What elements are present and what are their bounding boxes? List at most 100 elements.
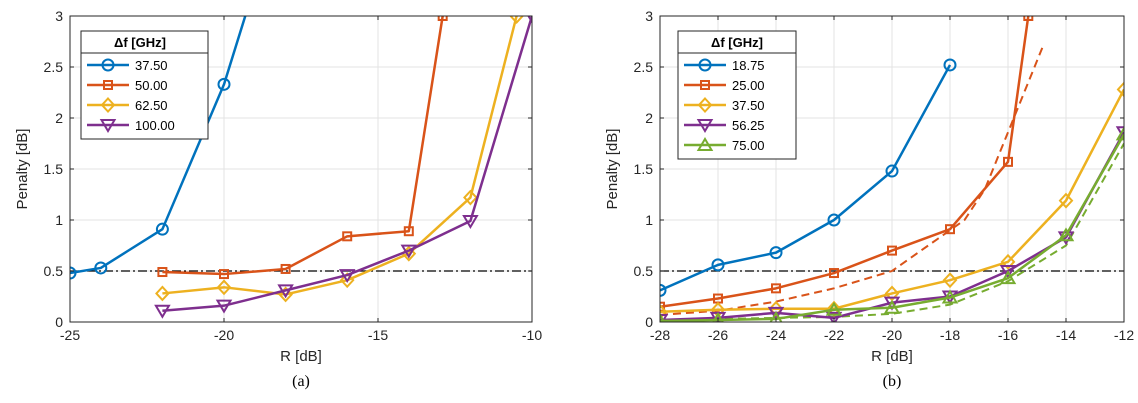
x-tick-label: -18 [940,327,960,343]
y-tick-label: 2 [645,110,653,126]
legend-entry: 62.50 [135,98,168,113]
data-point [154,304,171,319]
x-tick-label: -28 [650,327,670,343]
data-point [277,284,294,299]
legend-entry: 37.50 [135,58,168,73]
legend-marker [697,97,713,113]
legend-entry: 18.75 [732,58,765,73]
data-point [827,213,841,227]
data-point [219,269,229,280]
legend-entry: 25.00 [732,78,765,93]
data-point [339,272,355,289]
data-point [509,16,524,24]
x-axis-label: R [dB] [280,348,322,365]
panel-caption: (a) [292,373,310,390]
data-point [883,296,901,311]
data-point [338,269,356,284]
dashed-reference-line [660,46,1044,316]
series-line [162,16,532,313]
data-point [942,272,958,289]
x-tick-label: -26 [708,327,728,343]
series-line [162,16,445,276]
data-point [660,303,668,320]
data-point [342,231,353,242]
panel-caption: (b) [883,373,902,390]
y-tick-label: 2.5 [44,59,64,75]
legend-marker [698,58,712,72]
data-point [1058,192,1074,209]
y-axis-label: Penalty [dB] [604,129,621,210]
data-point [155,285,170,302]
x-tick-label: -16 [998,327,1018,343]
y-tick-label: 1 [55,212,63,228]
data-point [768,300,784,317]
data-point [403,226,414,237]
y-tick-label: 1 [645,212,653,228]
data-point [660,283,667,297]
x-tick-label: -10 [522,327,542,343]
data-point [400,244,418,259]
data-point [887,245,897,256]
data-point [660,301,665,312]
data-point [280,263,291,274]
y-tick-label: 0 [645,314,653,330]
legend-entry: 50.00 [135,78,168,93]
y-tick-label: 2.5 [634,59,654,75]
series-line [660,64,952,292]
data-point [94,261,108,275]
data-point [829,268,839,279]
data-point [1115,126,1124,141]
legend-marker [696,119,714,133]
data-point [1003,156,1013,167]
data-point [462,215,479,229]
x-tick-label: -25 [60,327,80,343]
x-tick-label: -14 [1056,327,1076,343]
series-line [660,88,1124,314]
y-tick-label: 0 [55,314,63,330]
plot-area [660,16,1124,322]
data-point [155,222,169,236]
y-axis-label: Penalty [dB] [14,129,31,210]
legend-marker [99,119,117,133]
data-point [1000,253,1016,270]
y-tick-label: 3 [55,8,63,24]
legend-entry: 37.50 [732,98,765,113]
legend-marker [100,97,116,113]
data-point [1116,81,1124,98]
data-point [769,246,783,260]
data-point [941,289,959,304]
data-point [1057,227,1075,242]
data-point [825,301,843,316]
data-point [711,258,725,272]
x-tick-label: -20 [214,327,234,343]
data-point [157,267,168,278]
y-tick-label: 1.5 [44,161,64,177]
data-point [945,224,955,235]
y-tick-label: 2 [55,110,63,126]
series-line [660,133,1124,322]
data-point [70,266,77,280]
data-point [216,279,232,296]
tick-labels: -28 -26 -24 -22 -20 -18 -16 -14 -12 0 0.5 1 1.5 2 2.5 3 [634,8,1135,343]
data-point [771,283,781,294]
data-point [825,311,843,322]
legend: Δf [GHz] 18.75 25.00 37.50 56.25 75.00 [677,30,797,160]
series-line [162,16,518,296]
legend-title: Δf [GHz] [114,35,166,50]
legend-entry: 100.00 [135,118,175,133]
tick-labels: -25 -20 -15 -10 0 0.5 1 1.5 2 2.5 3 [44,8,543,343]
x-tick-label: -15 [368,327,388,343]
legend-marker [696,137,714,151]
data-point [463,189,478,206]
legend-box [677,30,797,160]
data-point [767,306,785,321]
series-line [70,16,247,275]
legend-marker [700,80,710,90]
x-tick-label: -22 [824,327,844,343]
data-point [883,299,901,314]
x-tick-label: -24 [766,327,786,343]
data-point [215,299,233,314]
legend-title: Δf [GHz] [711,35,763,50]
data-point [999,265,1017,279]
plot-area [70,16,532,319]
